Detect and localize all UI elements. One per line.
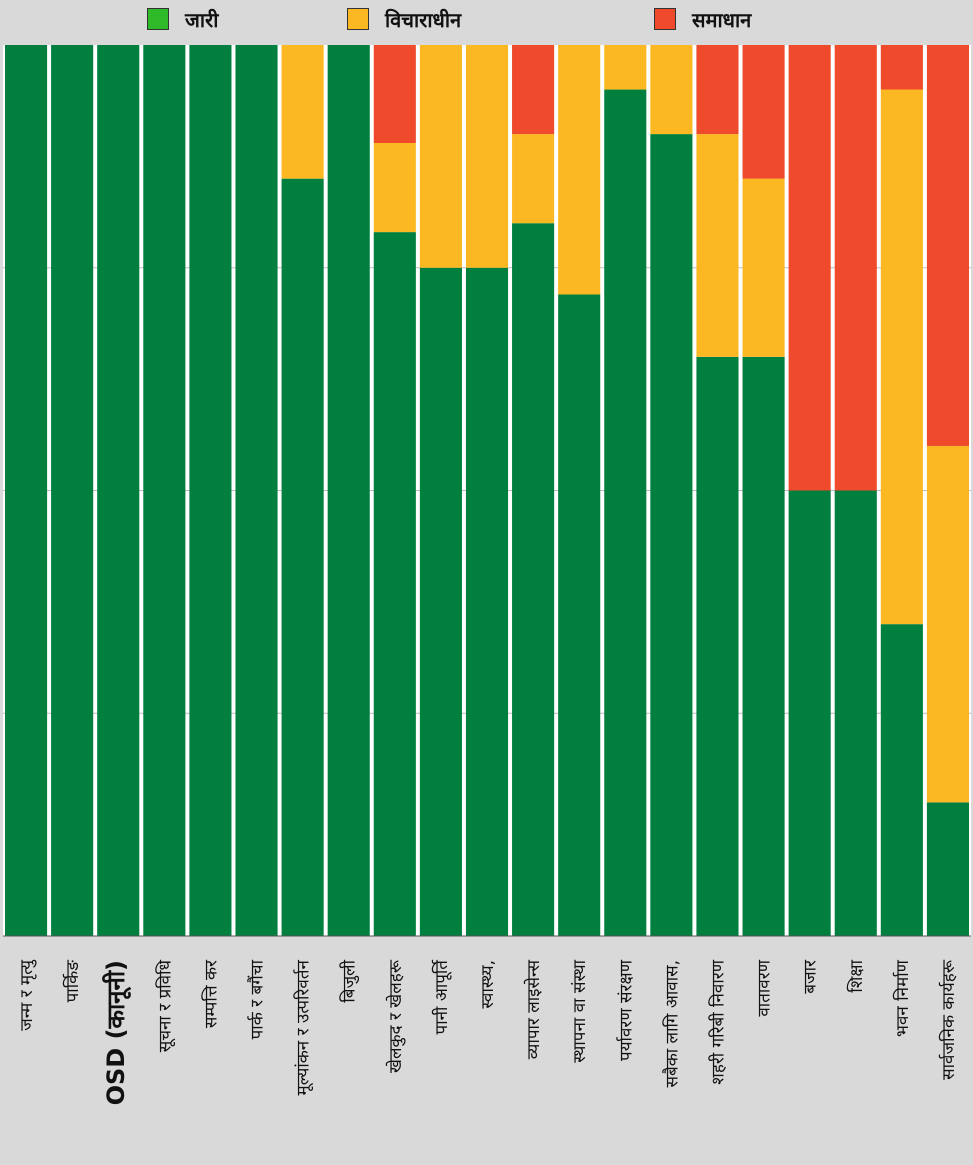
x-tick-label: शहरी गरिबी निवारण <box>707 959 728 1084</box>
bar-segment-pending <box>880 89 923 625</box>
bar-segment-pending <box>696 134 739 357</box>
x-tick-label: सम्पत्ति कर <box>200 959 221 1028</box>
bar-segment-pending <box>604 45 647 90</box>
bar-segment-resolved <box>926 45 969 446</box>
bar-segment-resolved <box>373 45 416 144</box>
bar-segment-ongoing <box>5 45 48 936</box>
bar-segment-resolved <box>512 45 555 135</box>
x-tick-label: सबैका लागि आवास, <box>661 960 682 1088</box>
x-tick-label: पर्यावरण संरक्षण <box>615 959 636 1061</box>
bar-segment-ongoing <box>97 45 140 936</box>
legend-item-resolved: समाधान <box>654 4 751 34</box>
bar-segment-pending <box>465 45 509 268</box>
bar-segment-pending <box>558 45 601 295</box>
bar-segment-pending <box>373 143 416 233</box>
x-tick-label: सूचना र प्रविधि <box>154 959 175 1052</box>
x-tick-label: पार्किङ <box>62 959 83 1003</box>
bar-segment-resolved <box>834 45 877 491</box>
bar-segment-ongoing <box>512 223 555 936</box>
legend-label-pending: विचाराधीन <box>385 7 462 32</box>
bar-segment-resolved <box>880 45 923 90</box>
bar-segment-ongoing <box>926 802 969 936</box>
legend-item-pending: विचाराधीन <box>347 4 461 34</box>
x-tick-label: मूल्यांकन र उत्परिवर्तन <box>293 959 314 1095</box>
bar-segment-resolved <box>742 45 785 179</box>
bar-segment-pending <box>419 45 462 268</box>
x-tick-label: स्थापना वा संस्था <box>570 959 590 1062</box>
bar-segment-ongoing <box>650 134 693 937</box>
x-tick-label: खेलकुद र खेलहरू <box>385 959 406 1073</box>
x-tick-label: व्यापार लाइसेन्स <box>523 959 544 1059</box>
bar-segment-ongoing <box>465 267 509 936</box>
x-tick-label: जन्म र मृत्यु <box>17 959 37 1031</box>
bar-segment-pending <box>926 445 969 803</box>
legend-swatch-resolved <box>654 8 676 30</box>
bar-segment-pending <box>650 45 693 135</box>
bar-segment-ongoing <box>143 45 186 936</box>
legend-item-ongoing: जारी <box>147 4 218 34</box>
x-tick-label: शिक्षा <box>846 959 867 992</box>
legend-swatch-pending <box>347 8 369 30</box>
bar-segment-pending <box>281 45 324 179</box>
bar-segment-resolved <box>696 45 739 135</box>
bar-segment-ongoing <box>281 178 324 936</box>
x-tick-label: पानी आपूर्ति <box>431 959 452 1034</box>
bar-segment-pending <box>742 178 785 357</box>
legend-swatch-ongoing <box>147 8 169 30</box>
x-tick-label: वातावरण <box>755 959 775 1016</box>
bar-segment-ongoing <box>51 45 94 936</box>
x-tick-label: स्वास्थ्य, <box>478 960 498 1009</box>
x-tick-label: बिजुली <box>339 959 360 1002</box>
bar-segment-ongoing <box>834 490 877 936</box>
bar-segment-resolved <box>788 45 831 491</box>
bar-segment-ongoing <box>373 232 416 937</box>
x-tick-label: भवन निर्माण <box>892 959 913 1037</box>
bar-segment-ongoing <box>558 294 601 937</box>
bar-segment-ongoing <box>696 356 739 937</box>
bar-segment-ongoing <box>880 624 923 936</box>
x-tick-label: OSD (कानूनी) <box>102 960 132 1105</box>
x-tick-label: सार्वजनिक कार्यहरू <box>938 959 959 1080</box>
bar-segment-ongoing <box>235 45 278 936</box>
bar-segment-ongoing <box>327 45 370 936</box>
bar-segment-pending <box>512 134 555 224</box>
legend-label-ongoing: जारी <box>185 7 219 32</box>
bar-segment-ongoing <box>604 89 647 937</box>
x-tick-label: पार्क र बगैंचा <box>247 959 268 1039</box>
legend-label-resolved: समाधान <box>692 7 752 32</box>
bar-segment-ongoing <box>788 490 831 936</box>
bar-segment-ongoing <box>189 45 232 936</box>
bar-segment-ongoing <box>419 267 462 936</box>
bar-segment-ongoing <box>742 356 785 937</box>
x-tick-label: बजार <box>801 959 821 994</box>
